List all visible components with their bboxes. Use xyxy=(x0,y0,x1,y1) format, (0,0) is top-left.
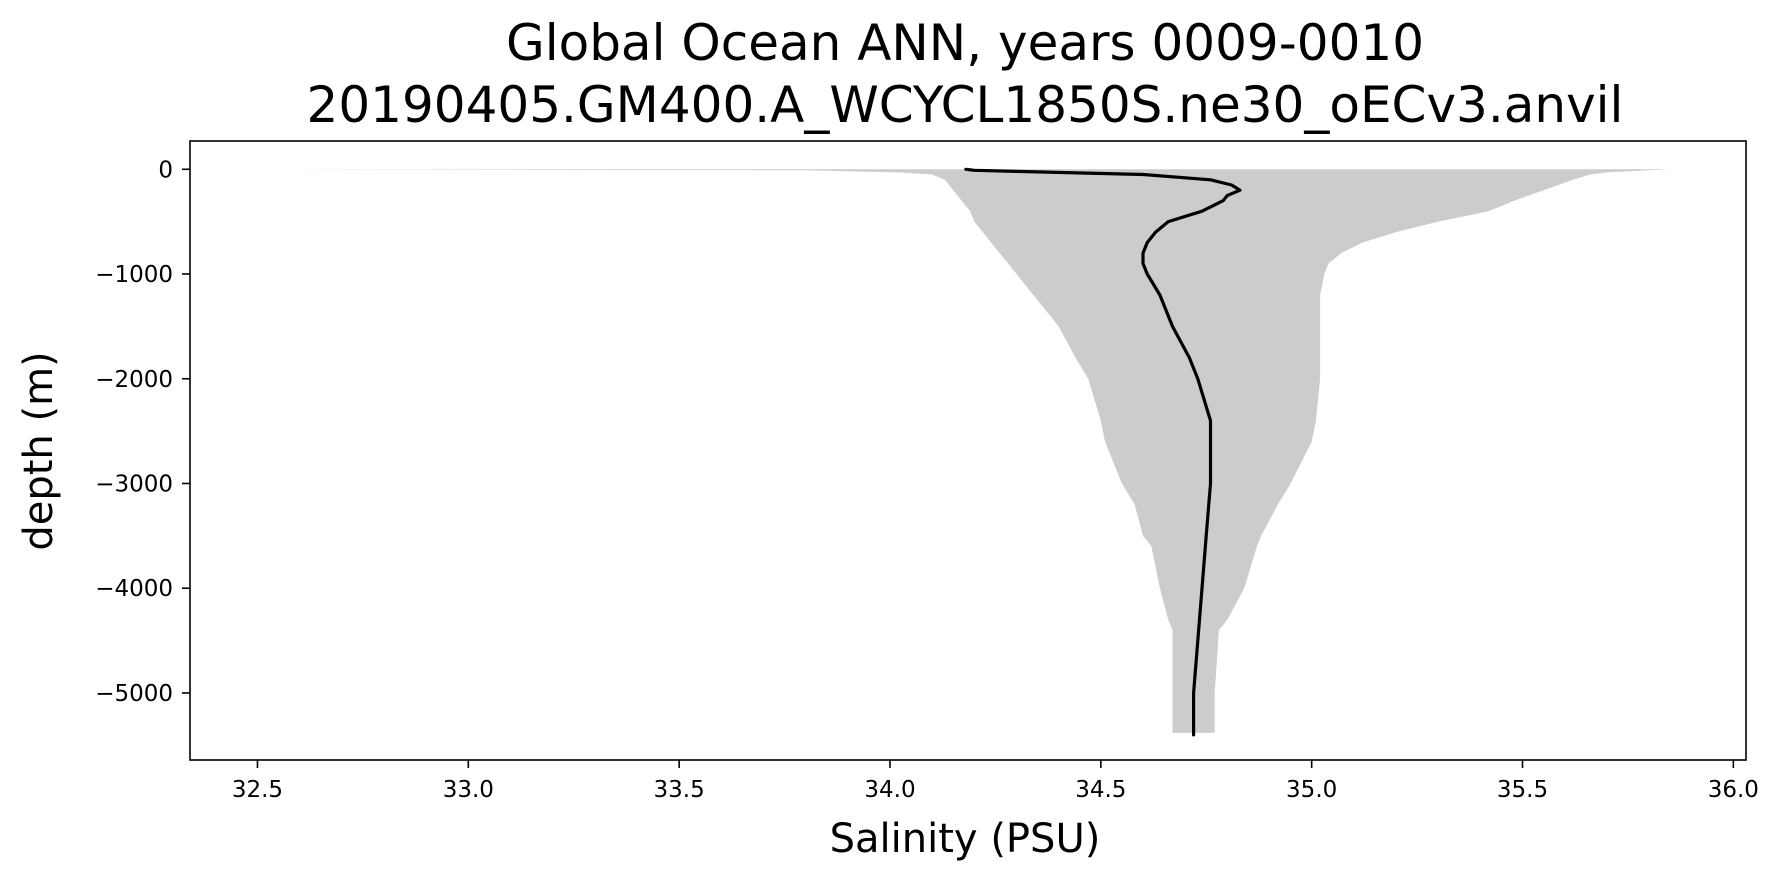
y-axis-label: depth (m) xyxy=(16,351,62,550)
plot-area xyxy=(265,167,1671,737)
x-tick-label: 36.0 xyxy=(1708,777,1759,803)
x-tick-label: 33.5 xyxy=(654,777,705,803)
chart-title-line-1: Global Ocean ANN, years 0009-0010 xyxy=(506,14,1424,72)
y-tick-label: −4000 xyxy=(95,576,173,602)
x-tick-label: 34.0 xyxy=(864,777,915,803)
chart-title: Global Ocean ANN, years 0009-0010 201904… xyxy=(307,14,1624,134)
y-tick-label: 0 xyxy=(158,157,173,183)
axes-frame xyxy=(189,140,1747,761)
mean-salinity-line xyxy=(964,167,1242,737)
x-tick-label: 35.5 xyxy=(1497,777,1548,803)
x-axis-label: Salinity (PSU) xyxy=(830,816,1101,862)
x-tick-label: 34.5 xyxy=(1075,777,1126,803)
salinity-range-band xyxy=(265,169,1671,733)
y-tick-label: −2000 xyxy=(95,367,173,393)
x-tick-label: 35.0 xyxy=(1286,777,1337,803)
axes: 32.5 33.0 33.5 34.0 34.5 35.0 35.5 36.0 0 −1000 −2… xyxy=(95,140,1759,803)
y-tick-label: −5000 xyxy=(95,681,173,707)
chart-title-line-2: 20190405.GM400.A_WCYCL1850S.ne30_oECv3.a… xyxy=(307,76,1624,134)
x-tick-label: 33.0 xyxy=(443,777,494,803)
y-tick-label: −3000 xyxy=(95,471,173,497)
y-tick-label: −1000 xyxy=(95,262,173,288)
x-tick-label: 32.5 xyxy=(232,777,283,803)
